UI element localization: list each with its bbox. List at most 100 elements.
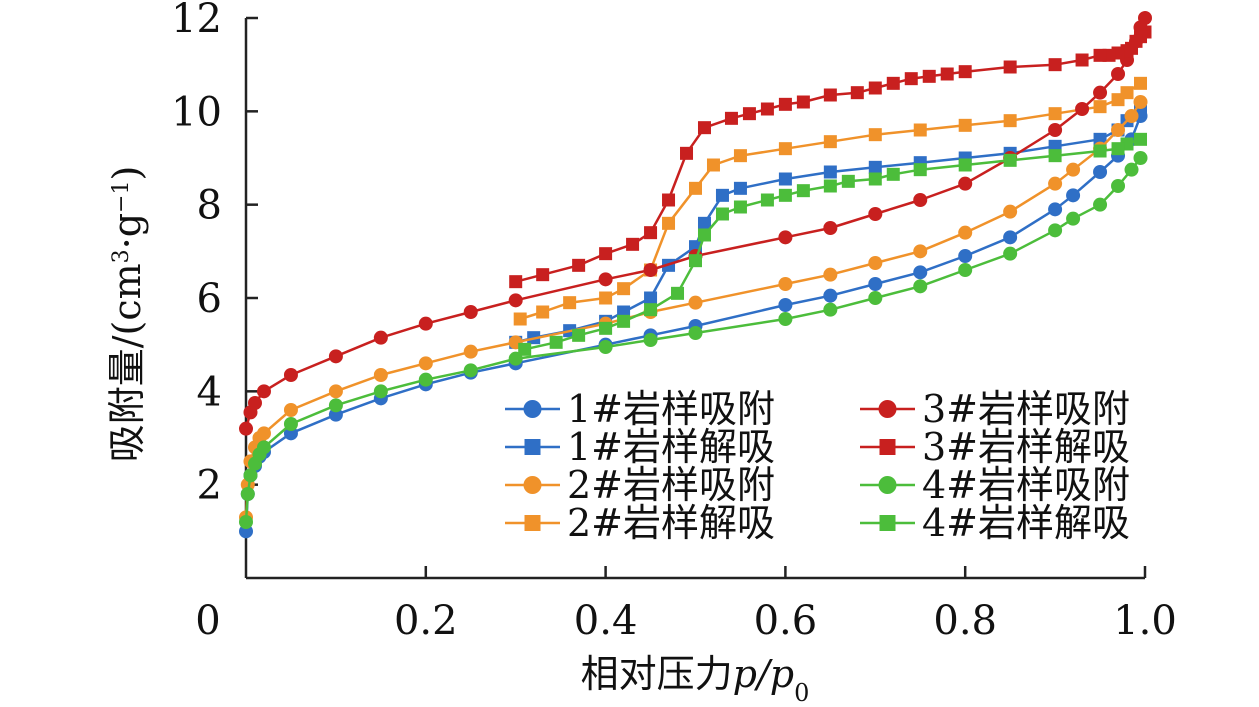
data-point-circle <box>508 293 523 308</box>
x-tick-label: 0 <box>195 598 220 644</box>
data-point-square <box>913 123 927 137</box>
data-point-circle <box>778 298 793 312</box>
data-point-circle <box>958 249 973 263</box>
data-point-circle <box>283 403 298 417</box>
data-point-square <box>626 237 640 251</box>
legend-label: 2#岩样吸附 <box>567 463 775 507</box>
data-point-circle <box>373 384 388 399</box>
data-point-square <box>536 268 550 282</box>
data-point-square <box>796 184 810 198</box>
data-point-square <box>599 291 613 305</box>
data-point-circle <box>868 256 883 270</box>
legend-label: 2#岩样解吸 <box>567 501 775 545</box>
data-point-circle <box>328 349 343 364</box>
data-point-square <box>850 86 864 100</box>
data-point-square <box>778 142 792 156</box>
legend-marker <box>879 439 896 455</box>
data-point-circle <box>778 230 793 245</box>
y-tick-label: 4 <box>197 369 222 415</box>
data-point-circle <box>958 225 973 240</box>
data-point-square <box>922 69 936 83</box>
data-point-square <box>563 296 577 310</box>
data-point-circle <box>1133 151 1148 165</box>
series-line <box>519 82 1142 321</box>
data-point-square <box>1111 93 1125 107</box>
data-point-circle <box>598 340 613 354</box>
data-point-circle <box>373 330 388 345</box>
data-point-square <box>706 158 720 172</box>
data-point-square <box>572 328 586 342</box>
data-point-circle <box>1066 211 1081 226</box>
legend-entry: 3#岩样解吸 <box>860 425 1130 469</box>
y-tick-label: 8 <box>197 183 222 229</box>
data-point-circle <box>247 396 262 410</box>
data-point-square <box>1003 60 1017 74</box>
data-point-square <box>662 193 676 207</box>
data-point-circle <box>239 515 253 529</box>
y-tick-label: 2 <box>197 463 222 509</box>
x-tick-label: 0.4 <box>574 598 638 644</box>
data-point-square <box>689 254 702 268</box>
data-point-square <box>958 118 972 132</box>
legend-label: 4#岩样吸附 <box>922 463 1130 507</box>
data-point-circle <box>823 302 838 317</box>
y-tick-label: 10 <box>171 89 222 135</box>
legend-label: 1#岩样解吸 <box>567 425 775 469</box>
data-point-square <box>671 286 685 300</box>
y-axis-title-sup2: −1 <box>109 181 134 213</box>
data-point-circle <box>1138 11 1152 25</box>
data-point-circle <box>1093 85 1108 100</box>
data-point-square <box>868 128 882 142</box>
data-point-circle <box>463 344 478 359</box>
data-point-circle <box>463 363 478 378</box>
data-point-circle <box>778 277 793 291</box>
data-point-circle <box>1111 179 1126 193</box>
data-point-square <box>697 121 711 135</box>
legend-entry: 3#岩样吸附 <box>860 387 1130 431</box>
data-point-square <box>697 228 711 242</box>
data-point-circle <box>328 398 343 413</box>
data-point-circle <box>418 372 433 387</box>
data-point-circle <box>913 193 928 207</box>
data-point-circle <box>283 417 298 431</box>
legend-marker <box>878 476 897 494</box>
data-point-circle <box>1124 162 1139 177</box>
data-point-circle <box>283 368 298 382</box>
data-point-square <box>680 146 694 160</box>
legend-entry: 1#岩样解吸 <box>505 425 775 469</box>
data-point-circle <box>958 176 973 191</box>
data-point-square <box>644 291 658 305</box>
data-point-square <box>689 181 702 195</box>
data-point-square <box>662 216 676 230</box>
data-point-circle <box>1093 165 1108 179</box>
data-point-square <box>886 167 900 181</box>
data-point-square <box>868 172 882 186</box>
x-axis-title: 相对压力p/p0 <box>581 652 810 707</box>
x-tick-label: 0.8 <box>933 598 997 644</box>
data-point-square <box>823 179 837 193</box>
x-axis-title-main: 相对压力 <box>581 652 733 696</box>
y-axis-title-end: ) <box>105 166 149 181</box>
data-point-circle <box>1003 246 1018 261</box>
data-point-circle <box>913 265 928 280</box>
legend-label: 3#岩样解吸 <box>922 425 1130 469</box>
x-axis-title-sub: 0 <box>794 679 809 707</box>
legend-entry: 2#岩样解吸 <box>505 501 775 545</box>
data-point-circle <box>256 426 271 441</box>
data-point-square <box>697 216 711 230</box>
y-axis-title: 吸附量/(cm3·g−1) <box>105 166 149 463</box>
legend-entry: 2#岩样吸附 <box>505 463 775 507</box>
data-point-square <box>1134 76 1148 90</box>
data-point-circle <box>643 333 658 347</box>
data-point-circle <box>1075 102 1090 116</box>
x-axis-title-var: p/p <box>733 652 794 696</box>
legend-marker <box>523 476 542 494</box>
data-point-square <box>549 335 563 349</box>
data-point-square <box>644 303 658 317</box>
data-point-square <box>1134 132 1148 146</box>
legend: 1#岩样吸附1#岩样解吸2#岩样吸附2#岩样解吸3#岩样吸附3#岩样解吸4#岩样… <box>505 387 1130 545</box>
data-point-square <box>1075 53 1089 67</box>
data-point-square <box>778 97 792 111</box>
data-point-circle <box>1048 176 1063 191</box>
data-point-square <box>1111 142 1125 156</box>
